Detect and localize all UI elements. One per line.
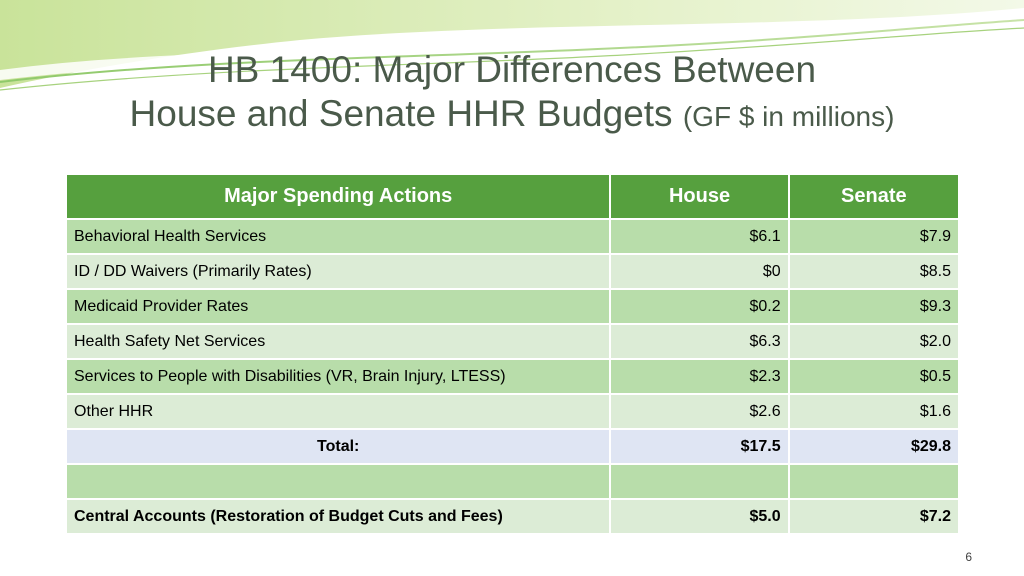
- total-senate-value: $29.8: [787, 428, 961, 465]
- total-row: Total: $17.5 $29.8: [64, 428, 961, 465]
- title-line-2: House and Senate HHR Budgets (GF $ in mi…: [0, 92, 1024, 139]
- central-accounts-label: Central Accounts (Restoration of Budget …: [64, 498, 612, 535]
- table-row: Services to People with Disabilities (VR…: [64, 358, 961, 395]
- row-label: Medicaid Provider Rates: [64, 288, 612, 325]
- row-house-value: $6.1: [609, 218, 790, 255]
- row-label: Services to People with Disabilities (VR…: [64, 358, 612, 395]
- row-house-value: $0.2: [609, 288, 790, 325]
- row-label: Other HHR: [64, 393, 612, 430]
- table-row: Other HHR $2.6 $1.6: [64, 393, 961, 430]
- row-label: ID / DD Waivers (Primarily Rates): [64, 253, 612, 290]
- table-row: Behavioral Health Services $6.1 $7.9: [64, 218, 961, 255]
- slide-title: HB 1400: Major Differences Between House…: [0, 48, 1024, 139]
- row-house-value: $6.3: [609, 323, 790, 360]
- central-house-value: $5.0: [609, 498, 790, 535]
- header-major-spending-actions: Major Spending Actions: [64, 173, 612, 220]
- blank-row: [64, 463, 961, 500]
- row-label: Health Safety Net Services: [64, 323, 612, 360]
- row-house-value: $2.3: [609, 358, 790, 395]
- central-senate-value: $7.2: [787, 498, 961, 535]
- page-number: 6: [965, 550, 972, 564]
- decorative-swoosh: [0, 0, 1024, 91]
- total-label: Total:: [64, 428, 612, 465]
- budget-comparison-table: Major Spending Actions House Senate Beha…: [64, 173, 961, 535]
- row-house-value: $0: [609, 253, 790, 290]
- row-senate-value: $9.3: [787, 288, 961, 325]
- table-row: ID / DD Waivers (Primarily Rates) $0 $8.…: [64, 253, 961, 290]
- blank-cell: [787, 463, 961, 500]
- blank-cell: [609, 463, 790, 500]
- title-subtitle: (GF $ in millions): [682, 101, 895, 132]
- row-senate-value: $8.5: [787, 253, 961, 290]
- blank-cell: [64, 463, 612, 500]
- row-senate-value: $0.5: [787, 358, 961, 395]
- row-label: Behavioral Health Services: [64, 218, 612, 255]
- title-line-2-main: House and Senate HHR Budgets: [129, 93, 673, 134]
- row-senate-value: $1.6: [787, 393, 961, 430]
- row-senate-value: $2.0: [787, 323, 961, 360]
- title-line-1: HB 1400: Major Differences Between: [207, 49, 817, 90]
- total-house-value: $17.5: [609, 428, 790, 465]
- header-senate: Senate: [787, 173, 961, 220]
- table-row: Medicaid Provider Rates $0.2 $9.3: [64, 288, 961, 325]
- header-house: House: [609, 173, 790, 220]
- table-row: Health Safety Net Services $6.3 $2.0: [64, 323, 961, 360]
- row-senate-value: $7.9: [787, 218, 961, 255]
- central-accounts-row: Central Accounts (Restoration of Budget …: [64, 498, 961, 535]
- row-house-value: $2.6: [609, 393, 790, 430]
- table-header-row: Major Spending Actions House Senate: [64, 173, 961, 220]
